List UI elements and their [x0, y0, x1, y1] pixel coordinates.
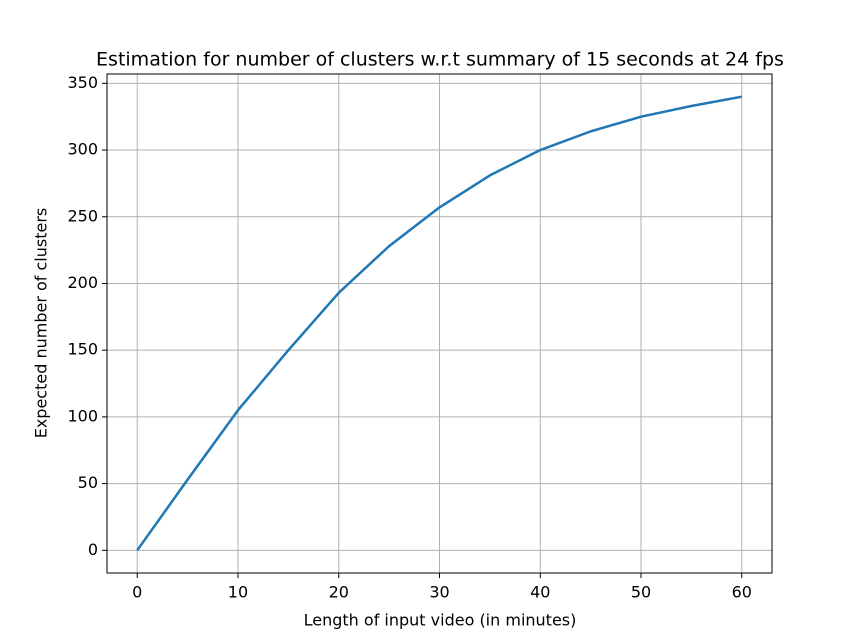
plot-frame — [106, 73, 773, 574]
y-axis-label: Expected number of clusters — [32, 208, 51, 439]
x-axis-label: Length of input video (in minutes) — [304, 611, 577, 630]
y-tick-label: 100 — [67, 406, 98, 425]
y-tick-label: 350 — [67, 73, 98, 92]
y-tick-label: 250 — [67, 206, 98, 225]
y-tick-label: 0 — [88, 540, 98, 559]
x-tick-label: 40 — [530, 583, 550, 602]
chart-title: Estimation for number of clusters w.r.t … — [96, 49, 784, 71]
y-tick-label: 300 — [67, 140, 98, 159]
x-tick-label: 0 — [132, 583, 142, 602]
x-tick-label: 10 — [228, 583, 248, 602]
x-tick-label: 30 — [429, 583, 449, 602]
data-line — [136, 95, 743, 552]
x-tick-label: 50 — [631, 583, 651, 602]
y-tick-label: 150 — [67, 340, 98, 359]
x-tick-label: 60 — [732, 583, 752, 602]
y-tick-label: 50 — [78, 473, 98, 492]
y-tick-label: 200 — [67, 273, 98, 292]
x-tick-label: 20 — [329, 583, 349, 602]
